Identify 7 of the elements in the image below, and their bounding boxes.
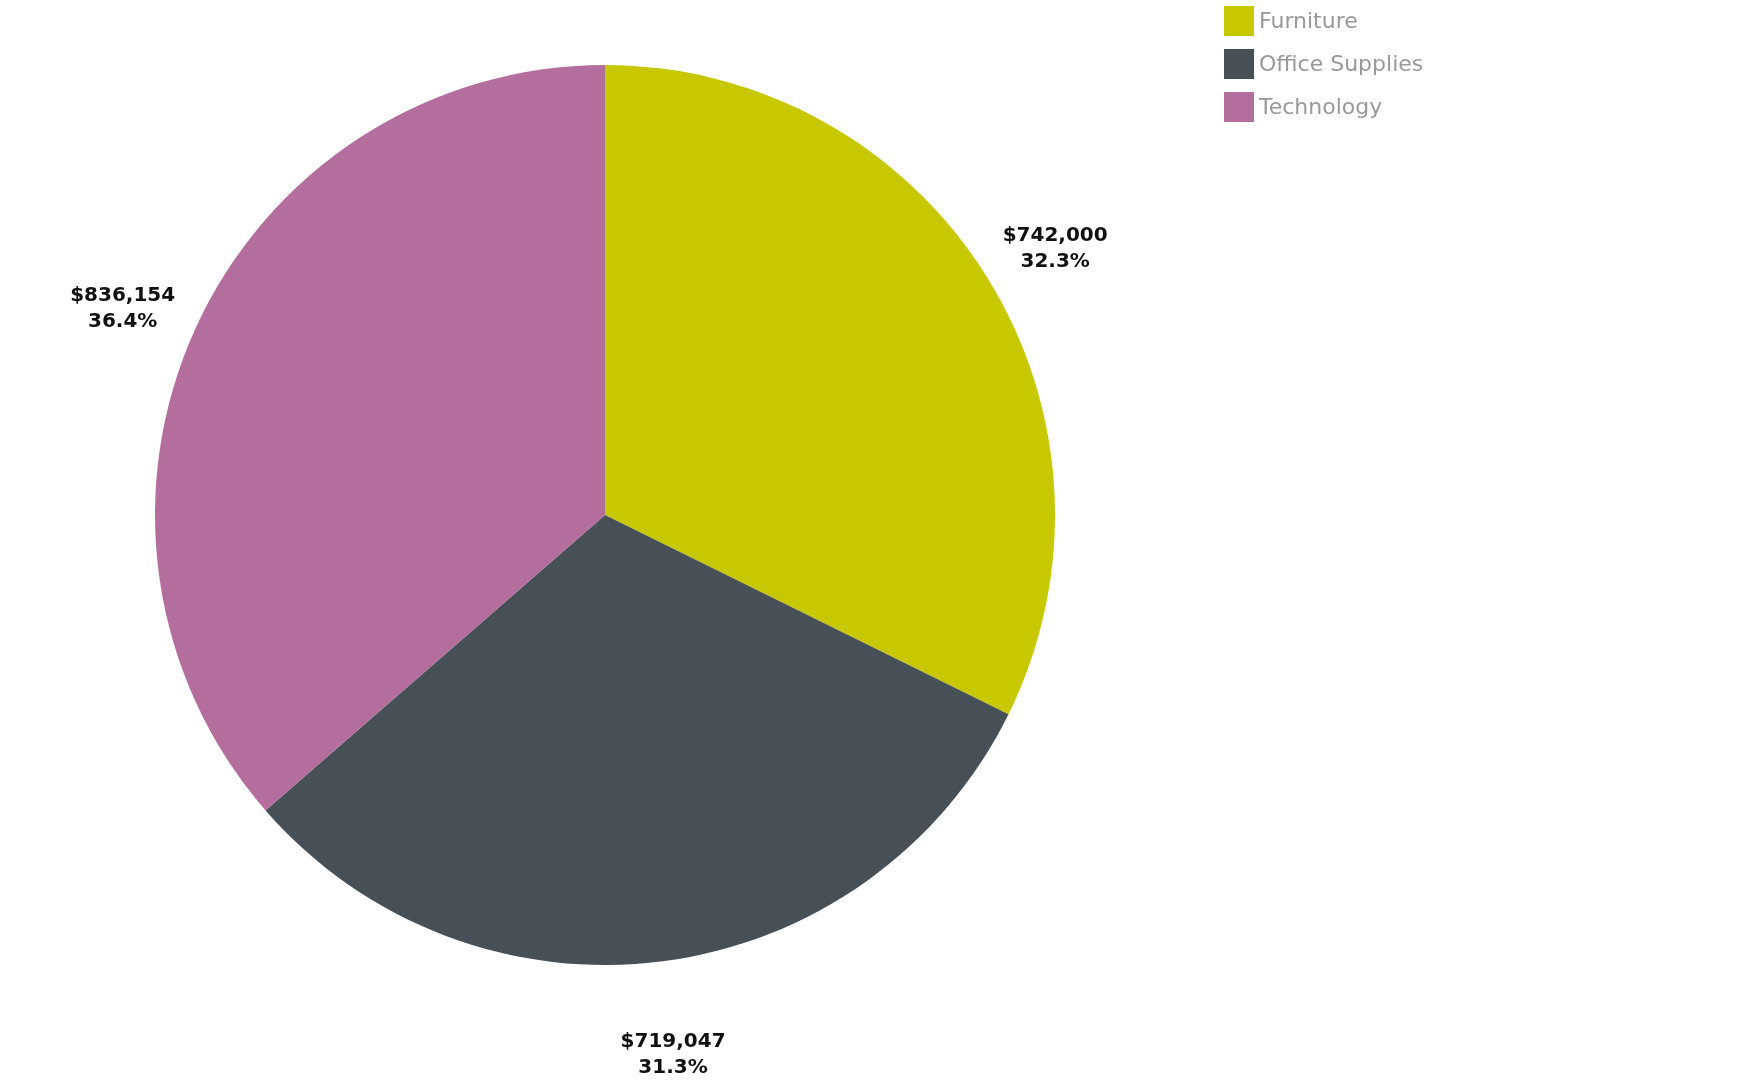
legend-label: Office Supplies (1259, 51, 1424, 76)
data-label: $742,000 32.3% (1002, 222, 1108, 273)
pie-slice (265, 515, 1009, 965)
legend-label: Furniture (1259, 8, 1358, 33)
data-label: $719,047 31.3% (620, 1027, 726, 1078)
legend-label: Technology (1258, 94, 1383, 119)
data-label: $836,154 36.4% (70, 282, 176, 333)
